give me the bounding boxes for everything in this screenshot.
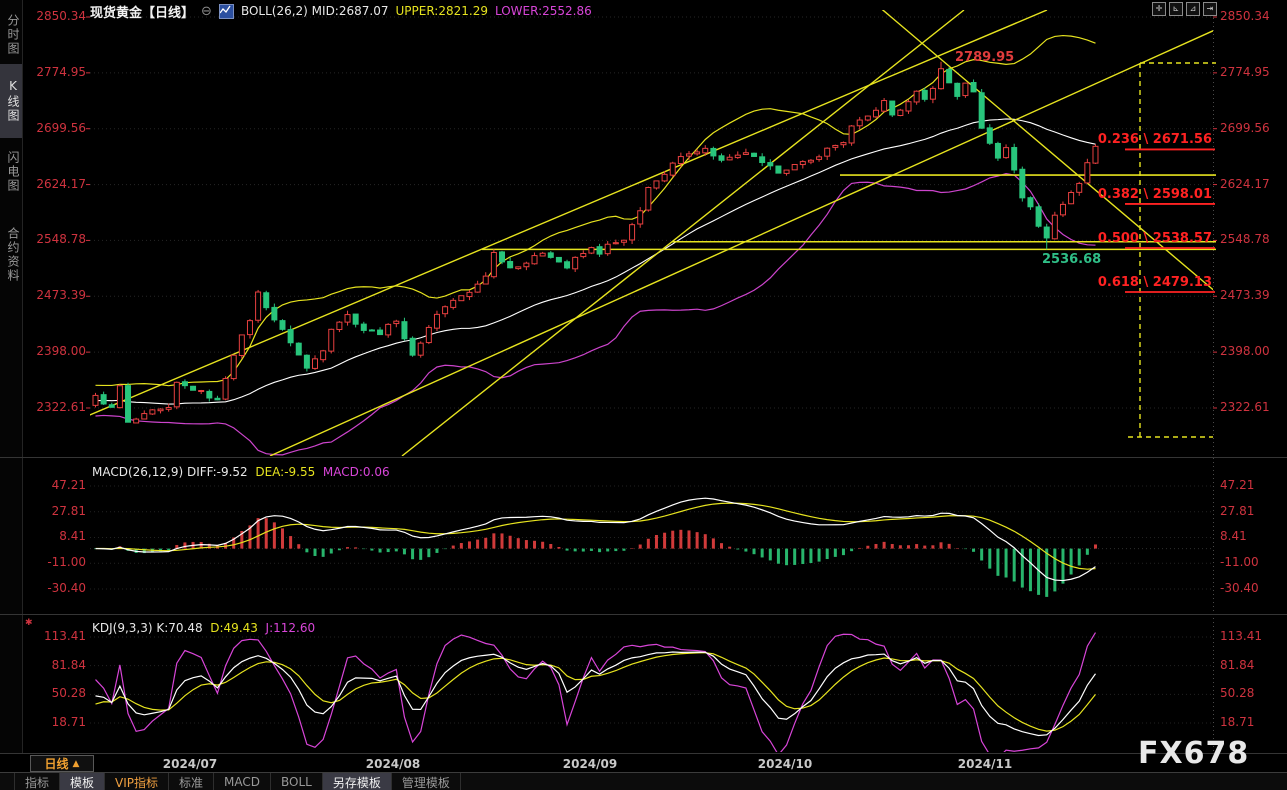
kdj-axis-label: 81.84	[51, 657, 86, 672]
chart-header: 现货黄金【日线】 ⊖ BOLL(26,2) MID:2687.07 UPPER:…	[90, 3, 592, 21]
macd-axis-label: 27.81	[1220, 503, 1255, 518]
y-axis-price-label: 2473.39	[1220, 288, 1270, 303]
symbol-title: 现货黄金【日线】	[90, 5, 195, 21]
kdj-axis-label: 50.28	[1220, 686, 1255, 701]
kdj-axis-label: 18.71	[1220, 714, 1255, 729]
tab-macd[interactable]: MACD	[214, 773, 272, 790]
chevron-up-icon: ▲	[72, 758, 80, 769]
kdj-axis-label: 113.41	[1220, 629, 1262, 643]
left-sidebar: 分时图 K线图 闪电图 合约资料	[0, 0, 23, 790]
macd-axis-label: -30.40	[1220, 580, 1259, 595]
boll-indicator-icon[interactable]	[218, 3, 234, 19]
y-axis-price-label: 2850.34	[36, 9, 86, 23]
peak-price-label: 2789.95	[955, 49, 1015, 65]
sidebar-item-contract-info[interactable]: 合约资料	[6, 227, 20, 283]
macd-axis-label: 8.41	[59, 529, 86, 544]
bottom-tab-bar: 指标 模板 VIP指标 标准 MACD BOLL 另存模板 管理模板	[0, 772, 1287, 790]
macd-axis-label: 27.81	[51, 503, 86, 518]
macd-axis-label: -11.00	[1220, 555, 1259, 570]
macd-panel-header: MACD(26,12,9) DIFF:-9.52 DEA:-9.55 MACD:…	[92, 465, 390, 479]
tab-vip-indicators[interactable]: VIP指标	[105, 773, 170, 790]
kdj-axis-label: 50.28	[51, 686, 86, 701]
exit-panel-icon[interactable]: ⇥	[1203, 2, 1217, 16]
x-axis-date-label: 2024/09	[562, 757, 618, 771]
collapse-icon[interactable]: ⊖	[201, 3, 212, 19]
y-axis-price-label: 2699.56	[1220, 120, 1270, 135]
y-axis-price-label: 2624.17	[1220, 176, 1270, 191]
macd-axis-label: -11.00	[47, 555, 86, 570]
boll-lower-value: LOWER:2552.86	[494, 4, 592, 18]
macd-axis-label: -30.40	[47, 580, 86, 595]
fib-level-label: 0.500 \ 2538.57	[1097, 230, 1212, 246]
kdj-axis-label: 18.71	[51, 714, 86, 729]
pane-marker-icon[interactable]: ✱	[25, 618, 33, 628]
axis-left-icon[interactable]: ⊾	[1169, 2, 1183, 16]
tab-templates[interactable]: 模板	[60, 773, 106, 790]
y-axis-price-label: 2322.61	[36, 399, 86, 414]
y-axis-price-label: 2398.00	[1220, 344, 1270, 359]
boll-upper-value: UPPER:2821.29	[395, 4, 488, 18]
sidebar-item-timeshare[interactable]: 分时图	[6, 14, 20, 56]
kdj-panel-header: KDJ(9,3,3) K:70.48 D:49.43 J:112.60	[92, 621, 316, 635]
tab-manage-templates[interactable]: 管理模板	[392, 773, 461, 790]
tab-boll[interactable]: BOLL	[271, 773, 323, 790]
x-axis-row: 日线 ▲	[0, 754, 1287, 772]
macd-axis-label: 47.21	[51, 477, 86, 492]
sidebar-item-kline[interactable]: K线图	[0, 64, 22, 138]
y-axis-price-label: 2624.17	[36, 176, 86, 191]
x-axis-date-label: 2024/11	[957, 757, 1013, 771]
y-axis-price-label: 2548.78	[1220, 232, 1270, 247]
period-selector[interactable]: 日线 ▲	[30, 755, 94, 772]
x-axis-date-label: 2024/10	[757, 757, 813, 771]
support-price-label: 2536.68	[1042, 252, 1102, 268]
fib-level-label: 0.236 \ 2671.56	[1097, 132, 1212, 148]
axis-play-icon[interactable]: ⊿	[1186, 2, 1200, 16]
y-axis-price-label: 2398.00	[36, 344, 86, 359]
kdj-axis-label: 113.41	[44, 629, 86, 643]
kdj-axis-label: 81.84	[1220, 657, 1255, 672]
y-axis-price-label: 2322.61	[1220, 399, 1270, 414]
fx678-watermark: FX678	[1138, 736, 1250, 771]
boll-mid-value: BOLL(26,2) MID:2687.07	[240, 4, 389, 18]
x-axis-date-label: 2024/07	[162, 757, 218, 771]
x-axis-date-label: 2024/08	[365, 757, 421, 771]
y-axis-price-label: 2699.56	[36, 120, 86, 135]
tab-indicators[interactable]: 指标	[14, 773, 61, 790]
y-axis-price-label: 2850.34	[1220, 9, 1270, 23]
tab-standard[interactable]: 标准	[169, 773, 215, 790]
macd-axis-label: 8.41	[1220, 529, 1247, 544]
y-axis-price-label: 2774.95	[36, 64, 86, 79]
crosshair-icon[interactable]: ✛	[1152, 2, 1166, 16]
macd-axis-label: 47.21	[1220, 477, 1255, 492]
y-axis-price-label: 2774.95	[1220, 64, 1270, 79]
chart-toolbar: ✛ ⊾ ⊿ ⇥	[1152, 2, 1217, 16]
y-axis-price-label: 2473.39	[36, 288, 86, 303]
fib-level-label: 0.382 \ 2598.01	[1097, 186, 1212, 202]
tab-save-template[interactable]: 另存模板	[322, 773, 392, 790]
sidebar-item-lightning[interactable]: 闪电图	[6, 151, 20, 193]
fib-level-label: 0.618 \ 2479.13	[1097, 275, 1212, 291]
y-axis-price-label: 2548.78	[36, 232, 86, 247]
